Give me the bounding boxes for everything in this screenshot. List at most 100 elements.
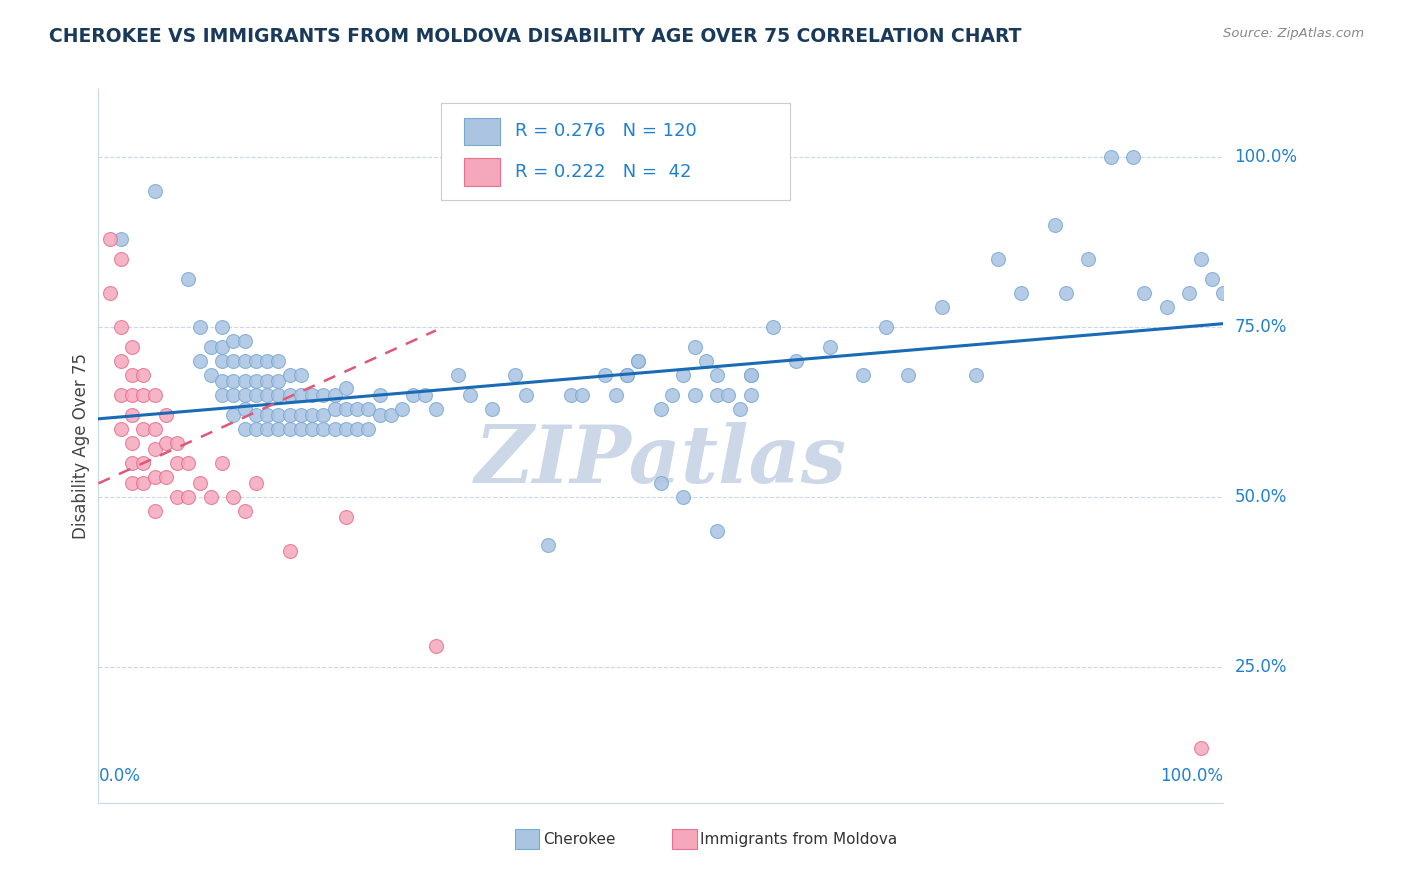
Point [267,422,290,436]
Point [143,422,166,436]
Point [402,388,425,402]
Point [740,388,762,402]
Point [323,422,346,436]
Point [121,435,143,450]
Point [312,422,335,436]
Point [132,388,155,402]
Point [177,456,200,470]
Text: R = 0.276   N = 120: R = 0.276 N = 120 [515,122,696,140]
Point [1189,741,1212,756]
Point [290,388,312,402]
Point [132,368,155,382]
Point [233,401,256,416]
Text: Immigrants from Moldova: Immigrants from Moldova [700,832,897,847]
Point [233,388,256,402]
Point [132,456,155,470]
Point [245,409,267,423]
Point [121,388,143,402]
Point [762,320,785,334]
Point [245,388,267,402]
Point [672,490,695,504]
Text: Source: ZipAtlas.com: Source: ZipAtlas.com [1223,27,1364,40]
Point [425,640,447,654]
Point [875,320,897,334]
Point [211,341,233,355]
Point [1178,286,1201,301]
Point [897,368,920,382]
Point [110,422,132,436]
Point [301,409,323,423]
FancyBboxPatch shape [464,159,501,186]
Point [413,388,436,402]
Point [380,409,402,423]
Point [458,388,481,402]
Point [245,354,267,368]
Point [278,422,301,436]
Point [683,341,706,355]
Text: Cherokee: Cherokee [543,832,616,847]
Point [447,368,470,382]
Point [1212,286,1234,301]
Point [616,368,638,382]
Point [312,409,335,423]
Point [503,368,526,382]
Point [177,490,200,504]
Point [200,368,222,382]
Point [290,422,312,436]
Point [233,503,256,517]
Point [166,490,188,504]
Point [335,422,357,436]
Point [368,409,391,423]
Point [537,537,560,551]
FancyBboxPatch shape [515,830,540,849]
Point [818,341,841,355]
Point [98,232,121,246]
Point [301,422,323,436]
Point [425,401,447,416]
Point [110,320,132,334]
Point [121,409,143,423]
Point [245,476,267,491]
Point [211,354,233,368]
Point [740,368,762,382]
Point [155,469,177,483]
Point [188,354,211,368]
FancyBboxPatch shape [672,830,697,849]
Text: 100.0%: 100.0% [1234,148,1298,166]
Point [987,252,1010,266]
Point [301,388,323,402]
Point [267,388,290,402]
Point [515,388,537,402]
Point [110,232,132,246]
Point [188,476,211,491]
Point [706,388,728,402]
FancyBboxPatch shape [441,103,790,200]
Point [357,422,380,436]
Point [211,320,233,334]
Point [661,388,683,402]
Text: R = 0.222   N =  42: R = 0.222 N = 42 [515,163,692,181]
Point [245,375,267,389]
Point [143,184,166,198]
Point [965,368,987,382]
Y-axis label: Disability Age Over 75: Disability Age Over 75 [72,353,90,539]
Point [1201,272,1223,286]
Point [593,368,616,382]
Point [110,252,132,266]
Point [627,354,650,368]
Point [1043,218,1066,232]
Point [233,375,256,389]
Point [278,544,301,558]
Point [278,368,301,382]
Point [256,388,278,402]
Point [121,476,143,491]
Point [267,375,290,389]
Point [267,354,290,368]
Point [852,368,875,382]
Point [222,375,245,389]
Point [166,435,188,450]
Point [155,409,177,423]
Point [188,320,211,334]
Point [357,401,380,416]
Point [121,341,143,355]
